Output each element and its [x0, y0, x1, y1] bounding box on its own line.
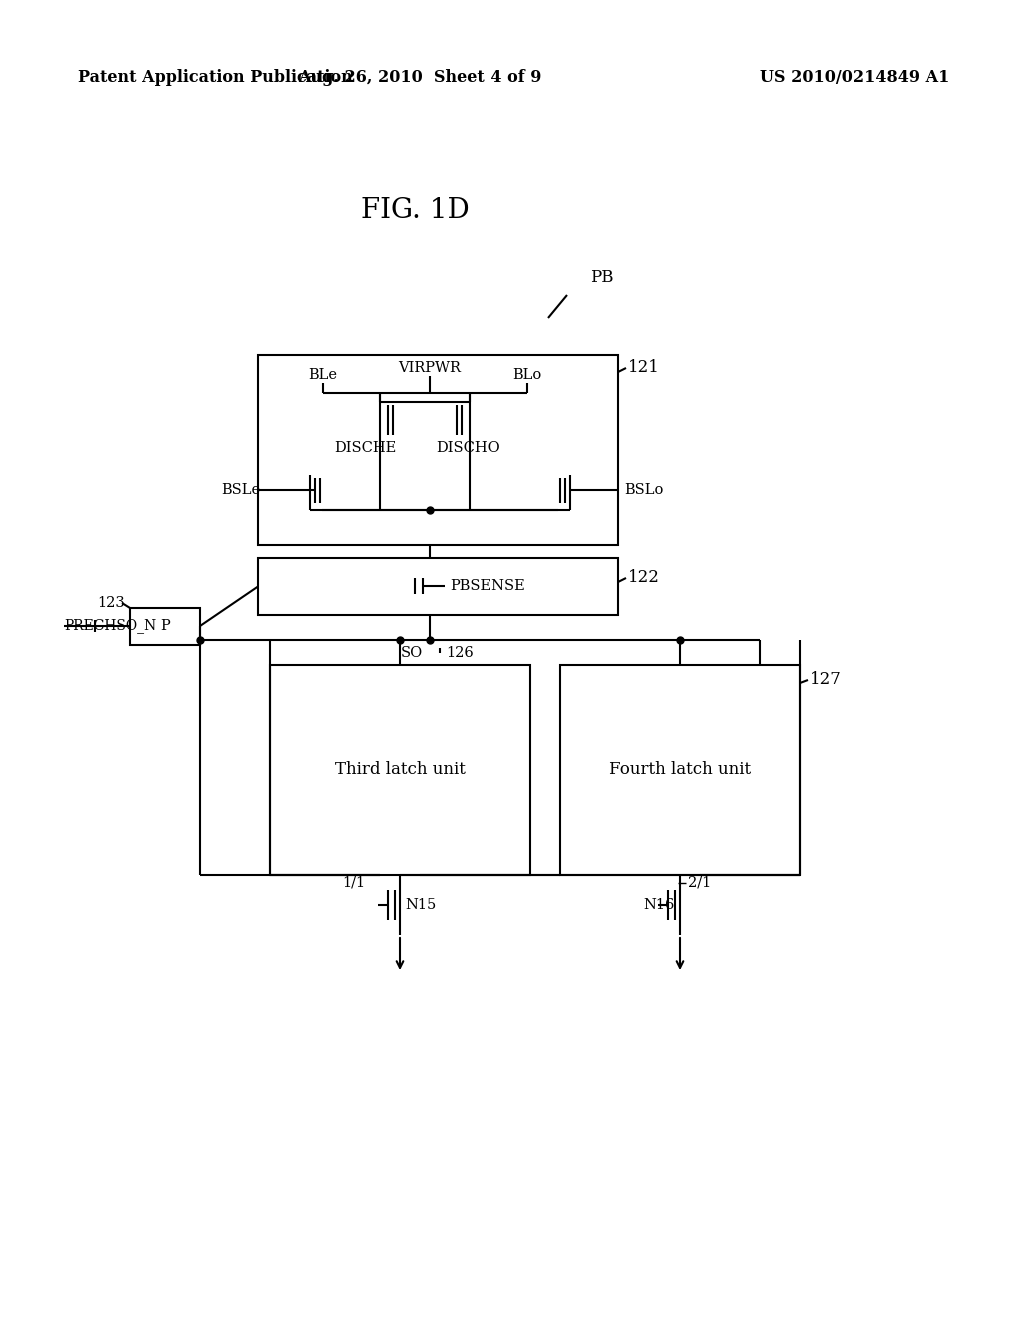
- Text: BLe: BLe: [308, 368, 338, 381]
- Text: PB: PB: [590, 269, 613, 286]
- Bar: [130, 609, 200, 645]
- Text: DISCHE: DISCHE: [334, 441, 396, 455]
- Bar: [258, 355, 618, 545]
- Text: N15: N15: [406, 898, 436, 912]
- Text: 126: 126: [446, 645, 474, 660]
- Text: Aug. 26, 2010  Sheet 4 of 9: Aug. 26, 2010 Sheet 4 of 9: [298, 70, 542, 87]
- Text: 2/1: 2/1: [688, 876, 712, 890]
- Text: 1/1: 1/1: [342, 876, 365, 890]
- Text: DISCHO: DISCHO: [436, 441, 500, 455]
- Text: PRECHSO_N: PRECHSO_N: [63, 619, 157, 634]
- Text: FIG. 1D: FIG. 1D: [360, 197, 469, 223]
- Text: 121: 121: [628, 359, 659, 376]
- Text: US 2010/0214849 A1: US 2010/0214849 A1: [760, 70, 949, 87]
- Bar: [270, 665, 530, 875]
- Text: BSLe: BSLe: [221, 483, 260, 498]
- Text: Fourth latch unit: Fourth latch unit: [609, 762, 751, 779]
- Text: Third latch unit: Third latch unit: [335, 762, 466, 779]
- Text: 122: 122: [628, 569, 659, 586]
- Text: BSLo: BSLo: [624, 483, 664, 498]
- Bar: [258, 558, 618, 615]
- Text: SO: SO: [400, 645, 423, 660]
- Text: 127: 127: [810, 672, 842, 689]
- Text: VIRPWR: VIRPWR: [398, 360, 462, 375]
- Text: BLo: BLo: [512, 368, 542, 381]
- Text: 123: 123: [97, 597, 125, 610]
- Text: P: P: [160, 619, 170, 634]
- Bar: [560, 665, 800, 875]
- Text: PBSENSE: PBSENSE: [450, 579, 524, 593]
- Text: N16: N16: [644, 898, 675, 912]
- Text: Patent Application Publication: Patent Application Publication: [78, 70, 352, 87]
